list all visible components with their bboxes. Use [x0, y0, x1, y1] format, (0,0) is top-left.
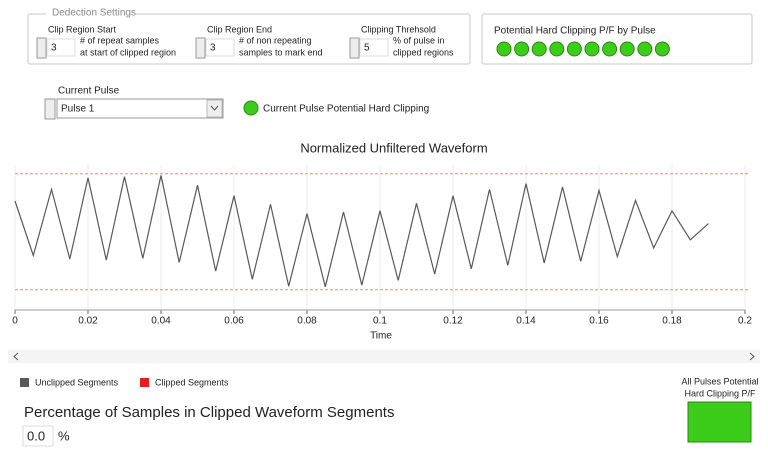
settings-group	[27, 13, 471, 65]
control-description: samples to mark end	[239, 47, 323, 57]
x-tick-label: 0.2	[738, 316, 752, 327]
pulse-value: Pulse 1	[61, 104, 95, 115]
control-description: % of pulse in	[393, 35, 445, 45]
numeric-box[interactable]	[359, 38, 389, 57]
x-tick-label: 0.06	[224, 316, 244, 327]
spinner[interactable]	[349, 37, 360, 59]
scroll-right[interactable]	[749, 352, 755, 361]
percentage-label: Percentage of Samples in Clipped Wavefor…	[24, 404, 394, 421]
pulse-led	[637, 41, 653, 57]
x-tick-label: 0.04	[151, 316, 171, 327]
x-tick-label: 0.16	[589, 316, 609, 327]
led-group	[481, 13, 753, 65]
numeric-box[interactable]	[205, 38, 235, 57]
pulse-led	[654, 41, 670, 57]
spinner[interactable]	[195, 37, 206, 59]
led-title: Potential Hard Clipping P/F by Pulse	[494, 26, 656, 37]
x-tick-label: 0.18	[662, 316, 682, 327]
x-tick-label: 0.02	[78, 316, 98, 327]
pulse-led	[549, 41, 565, 57]
legend-label: Clipped Segments	[155, 377, 229, 387]
control-description: # of repeat samples	[80, 35, 160, 45]
waveform	[14, 175, 709, 287]
chart-title: Normalized Unfiltered Waveform	[300, 140, 487, 155]
pulse-led	[531, 41, 547, 57]
indicator-label: Current Pulse Potential Hard Clipping	[263, 104, 429, 115]
dropdown-arrow[interactable]	[206, 99, 223, 118]
group-title: Dedection Settings	[52, 8, 136, 19]
x-tick-label: 0.12	[443, 316, 463, 327]
x-tick-label: 0.1	[373, 316, 387, 327]
group-title-bg	[46, 8, 136, 18]
control-description: # of non repeating	[239, 35, 312, 45]
legend-label: Unclipped Segments	[35, 377, 119, 387]
control-description: at start of clipped region	[80, 47, 176, 57]
percentage-value: 0.0	[27, 428, 45, 443]
percentage-unit: %	[58, 428, 70, 443]
spinner[interactable]	[36, 37, 47, 59]
control-value: 3	[51, 43, 57, 54]
control-label: Clip Region End	[207, 24, 272, 34]
all-pulses-led	[687, 401, 752, 443]
pulse-led	[584, 41, 600, 57]
indicator-led	[243, 100, 259, 116]
pulse-spinner[interactable]	[44, 98, 56, 120]
control-description: clipped regions	[393, 47, 454, 57]
pulse-led	[619, 41, 635, 57]
x-axis-label: Time	[370, 331, 392, 342]
pulse-led	[496, 41, 512, 57]
pulse-label: Current Pulse	[58, 86, 120, 97]
x-tick-label: 0.08	[297, 316, 317, 327]
scrollbar[interactable]	[8, 350, 760, 363]
numeric-box[interactable]	[46, 38, 76, 57]
x-tick-label: 0	[12, 316, 18, 327]
legend-swatch	[20, 378, 29, 387]
arrow-icon	[210, 105, 219, 111]
legend-swatch	[140, 378, 149, 387]
control-label: Clipping Threhsold	[361, 24, 436, 34]
pulse-dropdown[interactable]	[56, 98, 224, 119]
percentage-box	[22, 425, 54, 447]
control-value: 3	[210, 43, 216, 54]
x-tick-label: 0.14	[516, 316, 536, 327]
pulse-led	[566, 41, 582, 57]
pulse-led	[602, 41, 618, 57]
control-label: Clip Region Start	[48, 24, 117, 34]
all-pulses-label: Hard Clipping P/F	[684, 388, 756, 398]
pulse-led	[514, 41, 530, 57]
control-value: 5	[364, 43, 370, 54]
scroll-left[interactable]	[13, 352, 19, 361]
all-pulses-label: All Pulses Potential	[681, 376, 758, 386]
